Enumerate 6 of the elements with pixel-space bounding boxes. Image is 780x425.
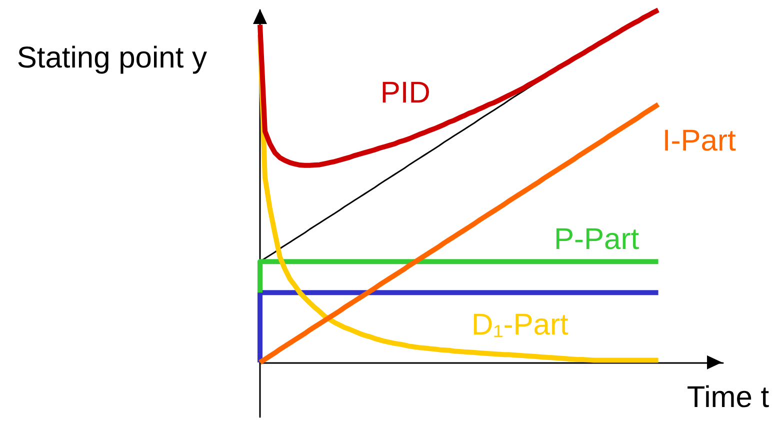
series-label: I-Part [662,124,736,158]
series-label: P-Part [554,222,640,256]
y-axis-title: Stating point y [16,42,207,74]
x-axis-title: Time t [686,380,770,414]
series-label: PID [380,76,430,110]
series-label: D₁-Part [471,308,569,342]
